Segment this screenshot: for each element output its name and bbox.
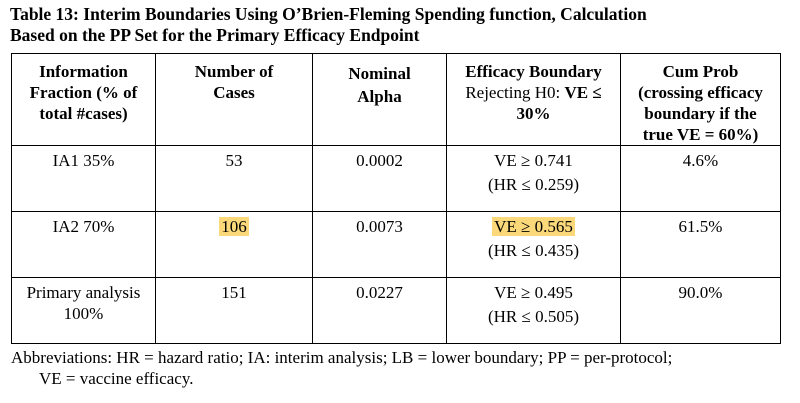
cell-efficacy-boundary: VE ≥ 0.495 (HR ≤ 0.505) xyxy=(446,277,621,344)
cell-cum-prob: 90.0% xyxy=(620,277,781,344)
cell-info-fraction: IA1 35% xyxy=(11,145,156,212)
interim-boundaries-table: Information Fraction (% of total #cases)… xyxy=(11,53,781,344)
abbreviations-note: Abbreviations: HR = hazard ratio; IA: in… xyxy=(11,347,791,389)
cell-cum-prob: 4.6% xyxy=(620,145,781,212)
abbreviations-line-2: VE = vaccine efficacy. xyxy=(39,369,194,388)
cell-info-fraction: IA2 70% xyxy=(11,211,156,278)
table-row: IA1 35% 53 0.0002 VE ≥ 0.741 (HR ≤ 0.259… xyxy=(11,145,781,212)
header-information-fraction: Information Fraction (% of total #cases) xyxy=(11,53,156,146)
table-caption: Table 13: Interim Boundaries Using O’Bri… xyxy=(10,4,790,46)
cell-info-fraction: Primary analysis 100% xyxy=(11,277,156,344)
abbreviations-line-1: Abbreviations: HR = hazard ratio; IA: in… xyxy=(11,348,673,367)
cell-number-of-cases: 106 xyxy=(155,211,313,278)
caption-line-1: Table 13: Interim Boundaries Using O’Bri… xyxy=(10,4,647,24)
table-row: IA2 70% 106 0.0073 VE ≥ 0.565 (HR ≤ 0.43… xyxy=(11,211,781,278)
cell-number-of-cases: 151 xyxy=(155,277,313,344)
caption-line-2: Based on the PP Set for the Primary Effi… xyxy=(10,25,420,45)
cell-cum-prob: 61.5% xyxy=(620,211,781,278)
highlighted-value: 106 xyxy=(219,217,249,236)
header-efficacy-boundary: Efficacy Boundary Rejecting H0: VE ≤ 30% xyxy=(446,53,621,146)
cell-nominal-alpha: 0.0227 xyxy=(312,277,447,344)
highlighted-value: VE ≥ 0.565 xyxy=(492,217,575,236)
cell-efficacy-boundary: VE ≥ 0.741 (HR ≤ 0.259) xyxy=(446,145,621,212)
cell-efficacy-boundary: VE ≥ 0.565 (HR ≤ 0.435) xyxy=(446,211,621,278)
cell-nominal-alpha: 0.0073 xyxy=(312,211,447,278)
header-row: Information Fraction (% of total #cases)… xyxy=(11,53,781,146)
table-row: Primary analysis 100% 151 0.0227 VE ≥ 0.… xyxy=(11,277,781,344)
header-number-of-cases: Number of Cases xyxy=(155,53,313,146)
header-nominal-alpha: Nominal Alpha xyxy=(312,53,447,146)
header-cum-prob: Cum Prob (crossing efficacy boundary if … xyxy=(620,53,781,146)
cell-nominal-alpha: 0.0002 xyxy=(312,145,447,212)
cell-number-of-cases: 53 xyxy=(155,145,313,212)
